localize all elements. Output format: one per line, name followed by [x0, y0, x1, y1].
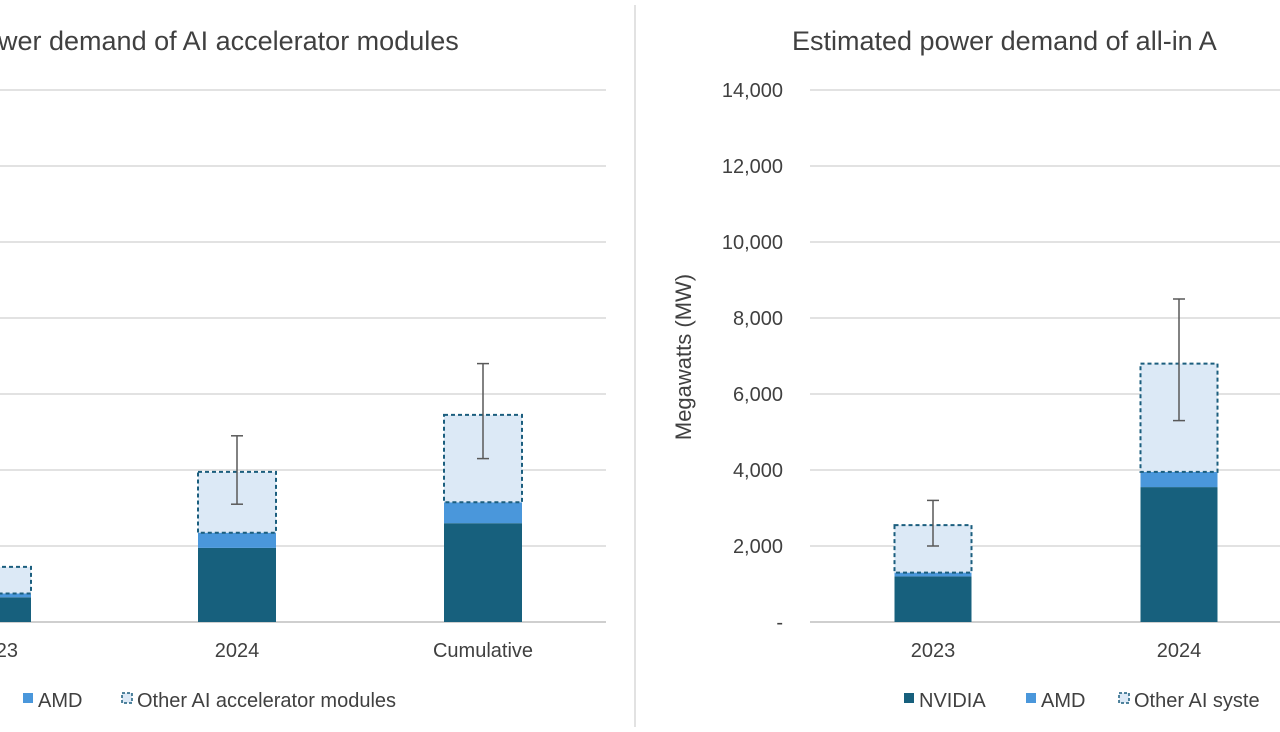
legend-label-other-right: Other AI syste — [1134, 690, 1260, 712]
y-tick-label: 10,000 — [722, 232, 783, 254]
legend-swatch-amd — [23, 693, 33, 703]
bar-amd-2024 — [198, 532, 276, 548]
category-label-2024: 2024 — [215, 640, 260, 662]
category-label-2023: 23 — [0, 640, 18, 662]
legend-label-amd: AMD — [38, 690, 82, 712]
left-chart: wer demand of AI accelerator modules 23 2… — [0, 26, 606, 712]
right-category-labels: 2023 2024 — [911, 640, 1202, 662]
bar-nvidia-2023 — [894, 576, 972, 622]
error-bar-2024 — [231, 435, 243, 505]
y-tick-label: 6,000 — [733, 384, 783, 406]
bar-amd-cumulative — [444, 502, 522, 524]
legend-label-nvidia: NVIDIA — [919, 690, 986, 712]
error-bar-cumulative — [477, 362, 489, 460]
legend-label-other: Other AI accelerator modules — [137, 690, 396, 712]
y-axis-title: Megawatts (MW) — [671, 274, 696, 440]
y-tick-label: 14,000 — [722, 80, 783, 102]
y-tick-label: 4,000 — [733, 460, 783, 482]
y-axis-tick-labels: - 2,000 4,000 6,000 8,000 10,000 12,000 14,000 — [722, 80, 783, 634]
bar-other-2024 — [197, 470, 277, 534]
y-tick-label: 12,000 — [722, 156, 783, 178]
y-tick-label: - — [776, 612, 783, 634]
error-bar-2024 — [1173, 298, 1185, 422]
legend-swatch-other-right — [1118, 692, 1130, 704]
legend-swatch-amd-right — [1026, 693, 1036, 703]
left-legend: AMD Other AI accelerator modules — [23, 690, 396, 712]
bar-nvidia-2024 — [198, 547, 276, 622]
bar-other-2023 — [0, 565, 32, 595]
category-label-cumulative: Cumulative — [433, 640, 533, 662]
bar-amd-2023 — [0, 593, 31, 598]
right-legend: NVIDIA AMD Other AI syste — [904, 690, 1260, 712]
right-chart-title: Estimated power demand of all-in A — [792, 26, 1217, 56]
legend-label-amd-right: AMD — [1041, 690, 1085, 712]
bar-amd-2024 — [1140, 471, 1218, 488]
category-label-2023: 2023 — [911, 640, 956, 662]
error-bar-2023 — [927, 499, 939, 547]
right-bars — [893, 362, 1219, 622]
bar-nvidia-2023 — [0, 597, 31, 622]
left-category-labels: 23 2024 Cumulative — [0, 640, 533, 662]
category-label-2024: 2024 — [1157, 640, 1202, 662]
legend-swatch-other — [121, 692, 133, 704]
left-error-bars — [231, 362, 489, 505]
right-chart: Estimated power demand of all-in A Megaw… — [671, 26, 1280, 712]
left-gridlines — [0, 89, 606, 623]
left-bars — [0, 413, 523, 622]
y-tick-label: 8,000 — [733, 308, 783, 330]
bar-nvidia-2024 — [1140, 487, 1218, 622]
legend-swatch-nvidia — [904, 693, 914, 703]
y-tick-label: 2,000 — [733, 536, 783, 558]
left-chart-title: wer demand of AI accelerator modules — [0, 26, 459, 56]
right-error-bars — [927, 298, 1185, 547]
bar-amd-2023 — [894, 572, 972, 577]
bar-nvidia-cumulative — [444, 523, 522, 622]
